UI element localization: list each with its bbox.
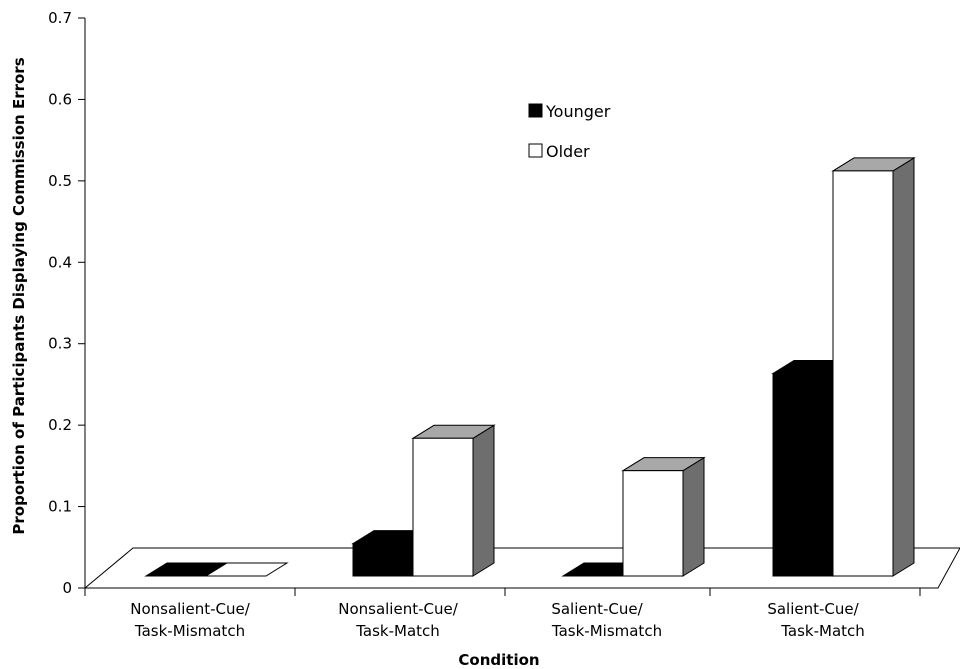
- bar-older: [621, 456, 706, 577]
- x-tick-label: Task-Mismatch: [551, 622, 662, 640]
- x-tick-label: Salient-Cue/: [767, 600, 859, 618]
- bar-older-front: [412, 437, 474, 577]
- bar-older-front: [832, 170, 894, 577]
- bar-older-face: [204, 562, 289, 577]
- bar-older: [204, 562, 289, 577]
- y-tick-label: 0.6: [48, 90, 72, 108]
- labels: 0 0.1 0.2 0.3 0.4 0.5 0.6 0.7 Nonsalient-Cue/Tas…: [48, 9, 865, 640]
- legend-label-younger: Younger: [545, 102, 611, 121]
- bar-older: [831, 156, 916, 577]
- x-tick-label: Salient-Cue/: [551, 600, 643, 618]
- bar-older-side: [472, 424, 495, 577]
- bar-older-front: [622, 470, 684, 577]
- y-tick-label: 0.1: [48, 498, 72, 516]
- y-tick-label: 0: [62, 579, 72, 597]
- bar-older-side: [892, 156, 915, 577]
- x-tick-label: Task-Mismatch: [134, 622, 245, 640]
- bar-younger-front: [772, 372, 834, 577]
- y-tick-label: 0.5: [48, 172, 72, 190]
- x-tick-label: Nonsalient-Cue/: [130, 600, 250, 618]
- x-tick-label: Nonsalient-Cue/: [338, 600, 458, 618]
- y-axis-title: Proportion of Participants Displaying Co…: [10, 57, 28, 534]
- y-tick-label: 0.7: [48, 9, 72, 27]
- y-tick-label: 0.2: [48, 416, 72, 434]
- legend-swatch-younger: [528, 103, 543, 118]
- bars: [144, 156, 916, 577]
- legend-label-older: Older: [546, 142, 590, 161]
- y-tick-label: 0.3: [48, 335, 72, 353]
- bar-older-side: [682, 456, 705, 577]
- y-tick-label: 0.4: [48, 253, 72, 271]
- x-tick-label: Task-Match: [355, 622, 440, 640]
- legend: Younger Older: [528, 102, 611, 161]
- x-axis-title: Condition: [458, 651, 539, 669]
- x-tick-label: Task-Match: [780, 622, 865, 640]
- axes: [78, 17, 921, 596]
- bar-younger-front: [352, 543, 414, 577]
- legend-swatch-older: [528, 143, 543, 158]
- bar-older: [411, 424, 496, 577]
